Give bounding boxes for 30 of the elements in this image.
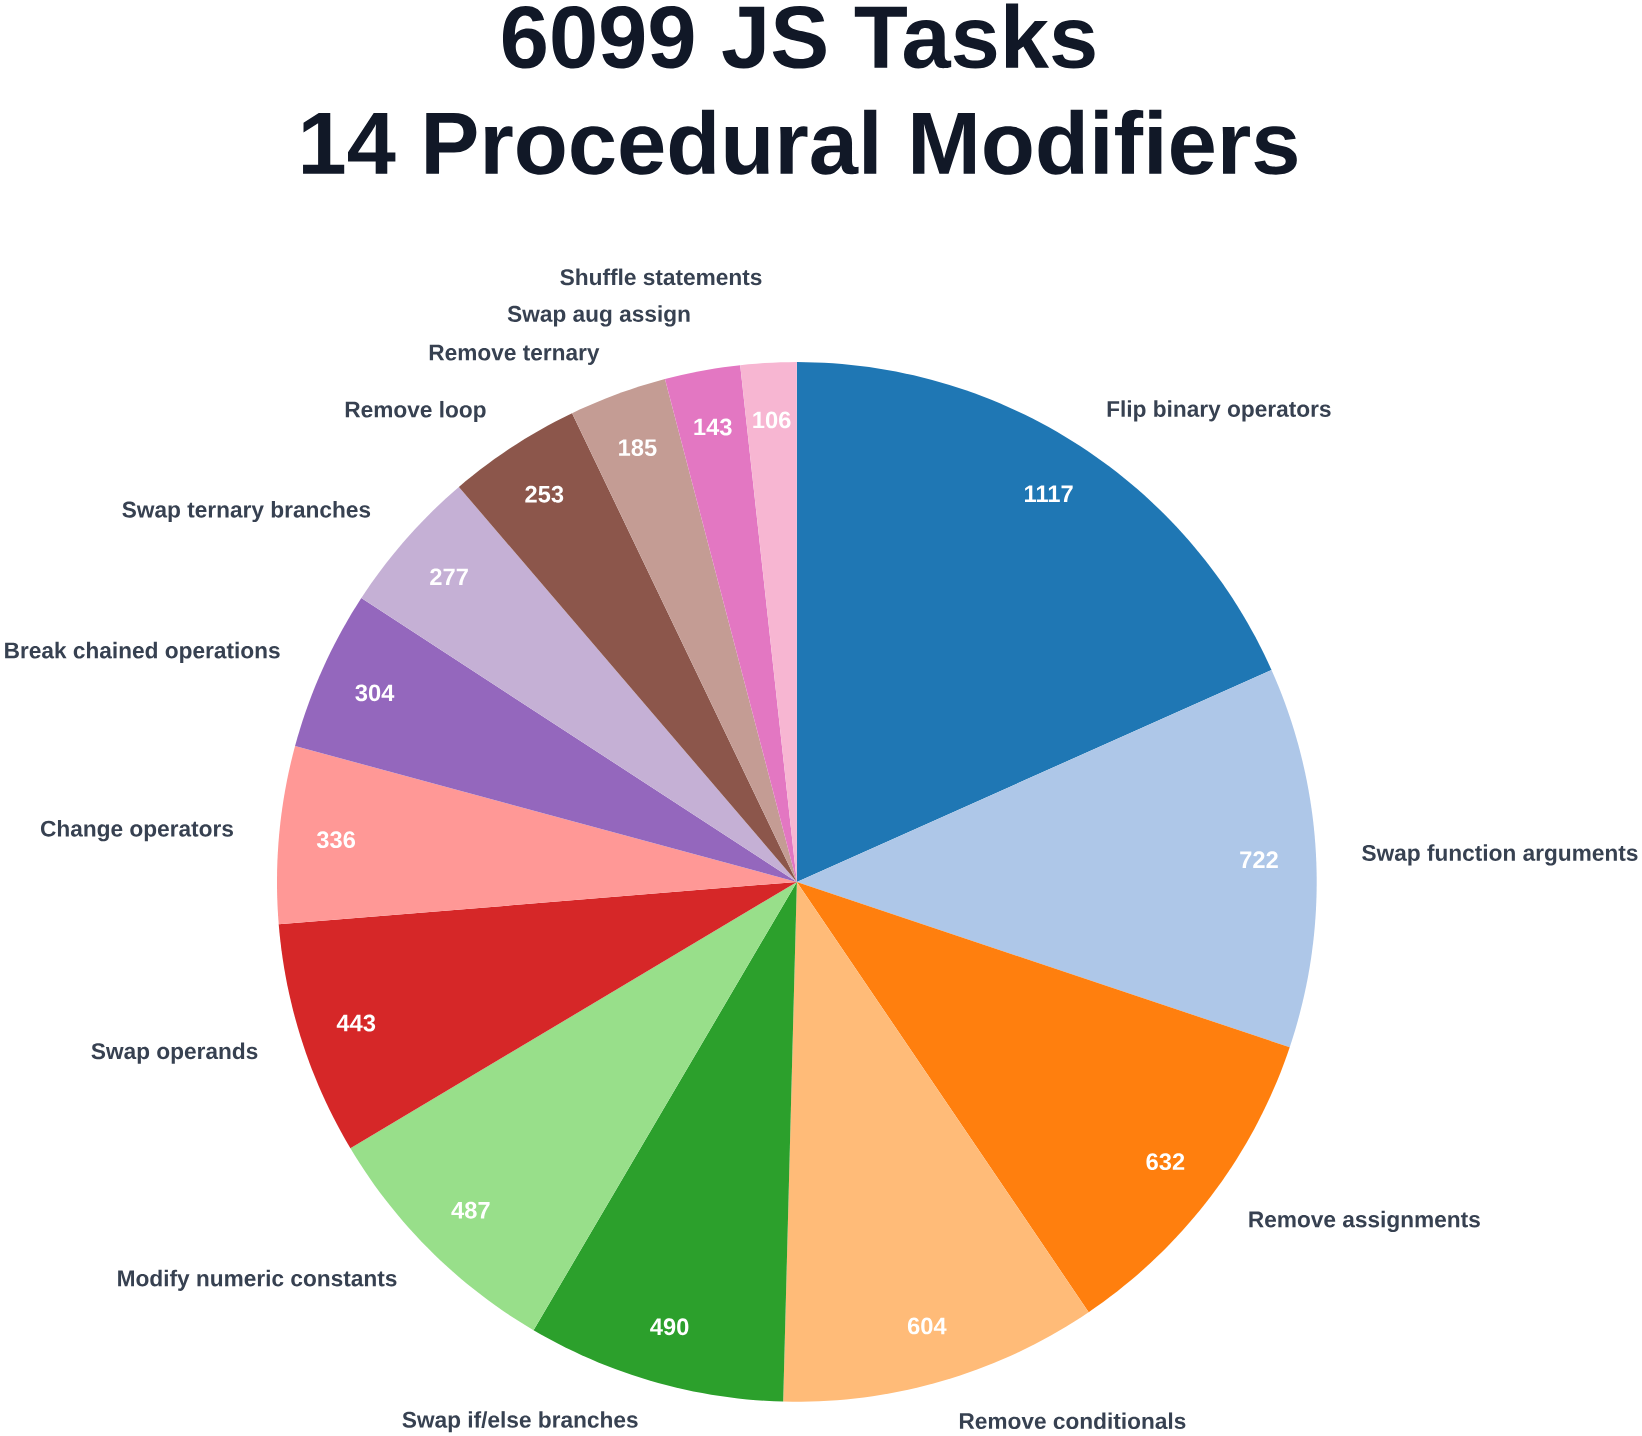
- chart-title: 6099 JS Tasks: [502, 3, 1095, 69]
- data-label: 143: [694, 418, 732, 436]
- data-label: 336: [316, 831, 356, 849]
- slice-label: Swap if/else branches: [402, 1411, 638, 1433]
- data-label: 722: [1240, 851, 1278, 868]
- slice-label: Swap operands: [91, 1042, 258, 1064]
- data-label: 185: [619, 439, 657, 457]
- chart-subtitle: 14 Procedural Modifiers: [303, 109, 1297, 175]
- data-label: 490: [650, 1318, 689, 1336]
- slice-label: Swap function arguments: [1362, 844, 1638, 866]
- slice-label: Change operators: [40, 820, 233, 842]
- data-label: 632: [1146, 1153, 1185, 1171]
- data-label: 277: [430, 568, 468, 586]
- slice-label: Swap aug assign: [507, 305, 690, 327]
- slice-label: Remove conditionals: [959, 1412, 1186, 1430]
- data-label: 487: [451, 1201, 490, 1219]
- data-label: 604: [907, 1317, 947, 1335]
- slice-label: Modify numeric constants: [118, 1269, 397, 1291]
- slice-label: Remove loop: [345, 401, 486, 423]
- slice-label: Flip binary operators: [1107, 400, 1331, 422]
- slice-label: Break chained operations: [5, 641, 280, 664]
- data-label: 1117: [1025, 485, 1073, 502]
- data-label: 106: [753, 411, 791, 429]
- data-label: 443: [336, 1014, 376, 1032]
- data-label: 304: [355, 684, 395, 702]
- slice-label: Swap ternary branches: [122, 501, 371, 523]
- slice-label: Remove assignments: [1249, 1210, 1480, 1233]
- slice-label: Remove ternary: [429, 344, 600, 366]
- slice-label: Shuffle statements: [560, 268, 762, 286]
- data-label: 253: [525, 485, 564, 503]
